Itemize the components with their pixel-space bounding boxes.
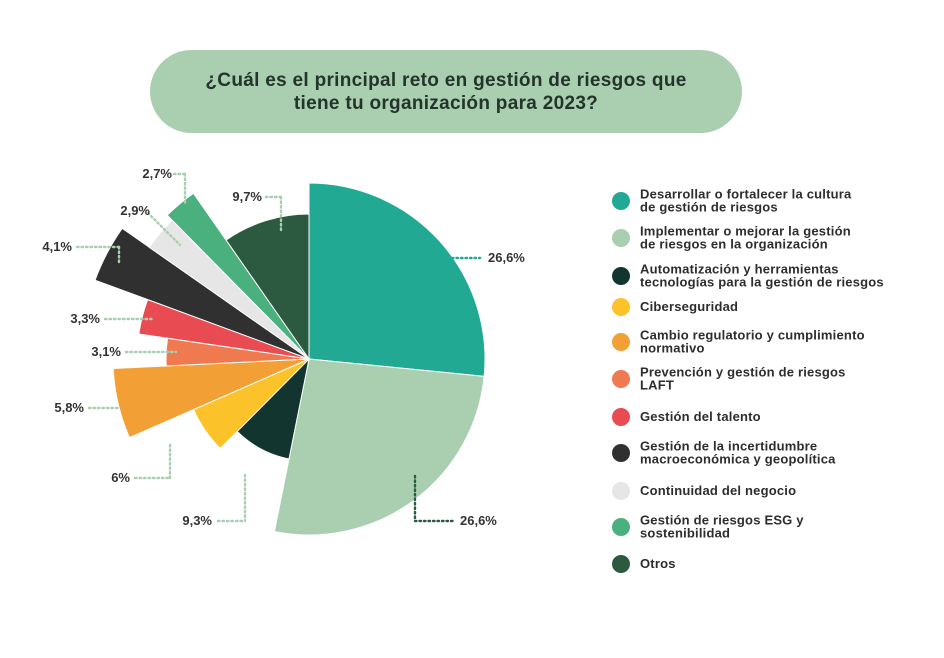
legend-label: Implementar o mejorar la gestión de ries… xyxy=(640,223,851,251)
legend-item: Gestión del talento xyxy=(612,402,932,432)
legend-label: Automatización y herramientas tecnología… xyxy=(640,261,884,289)
pie-slice xyxy=(112,358,310,439)
data-label: 26,6% xyxy=(488,250,525,265)
legend-swatch xyxy=(612,333,630,351)
legend-item: Automatización y herramientas tecnología… xyxy=(612,261,932,291)
legend-item: Gestión de riesgos ESG y sostenibilidad xyxy=(612,512,932,542)
legend-label: Ciberseguridad xyxy=(640,298,739,314)
legend-swatch xyxy=(612,408,630,426)
legend-label: Desarrollar o fortalecer la cultura de g… xyxy=(640,186,852,214)
legend-label: Gestión de riesgos ESG y sostenibilidad xyxy=(640,512,804,540)
legend-label: Continuidad del negocio xyxy=(640,482,797,498)
pie-slice xyxy=(225,213,310,361)
data-label: 3,1% xyxy=(91,344,121,359)
pie-slice xyxy=(94,227,310,360)
leader-line xyxy=(146,211,182,247)
data-label: 2,7% xyxy=(142,166,172,181)
data-label: 9,7% xyxy=(232,189,262,204)
legend-swatch xyxy=(612,370,630,388)
data-label: 2,9% xyxy=(120,203,150,218)
legend-item: Continuidad del negocio xyxy=(612,476,932,506)
legend-swatch xyxy=(612,444,630,462)
pie-slice xyxy=(166,192,310,360)
legend-swatch xyxy=(612,555,630,573)
chart-title: ¿Cuál es el principal reto en gestión de… xyxy=(205,69,687,114)
legend-item: Ciberseguridad xyxy=(612,292,932,322)
legend-item: Gestión de la incertidumbre macroeconómi… xyxy=(612,438,932,468)
legend-label: Prevención y gestión de riesgos LAFT xyxy=(640,364,846,392)
legend-item: Otros xyxy=(612,549,932,579)
data-label: 26,6% xyxy=(460,513,497,528)
legend-label: Cambio regulatorio y cumplimiento normat… xyxy=(640,327,865,355)
legend-label: Gestión de la incertidumbre macroeconómi… xyxy=(640,438,836,466)
data-label: 9,3% xyxy=(182,513,212,528)
legend-swatch xyxy=(612,298,630,316)
data-label: 6% xyxy=(111,470,130,485)
pie-chart: 26,6% 26,6% 9,3% 6% 5,8% 3,1% 3,3% 4,1% 2,9% 2,7%… xyxy=(42,166,525,536)
legend-swatch xyxy=(612,518,630,536)
legend-label: Otros xyxy=(640,555,676,571)
legend-swatch xyxy=(612,192,630,210)
legend-swatch xyxy=(612,482,630,500)
legend-swatch xyxy=(612,229,630,247)
legend-item: Implementar o mejorar la gestión de ries… xyxy=(612,223,932,253)
data-label: 4,1% xyxy=(42,239,72,254)
legend-item: Prevención y gestión de riesgos LAFT xyxy=(612,364,932,394)
legend-label: Gestión del talento xyxy=(640,408,761,424)
pie-slice xyxy=(273,358,485,536)
pie-slice xyxy=(308,182,486,377)
legend-swatch xyxy=(612,267,630,285)
data-label: 5,8% xyxy=(54,400,84,415)
legend-item: Desarrollar o fortalecer la cultura de g… xyxy=(612,186,932,216)
legend-item: Cambio regulatorio y cumplimiento normat… xyxy=(612,327,932,357)
title-banner: ¿Cuál es el principal reto en gestión de… xyxy=(150,50,742,133)
data-label: 3,3% xyxy=(70,311,100,326)
